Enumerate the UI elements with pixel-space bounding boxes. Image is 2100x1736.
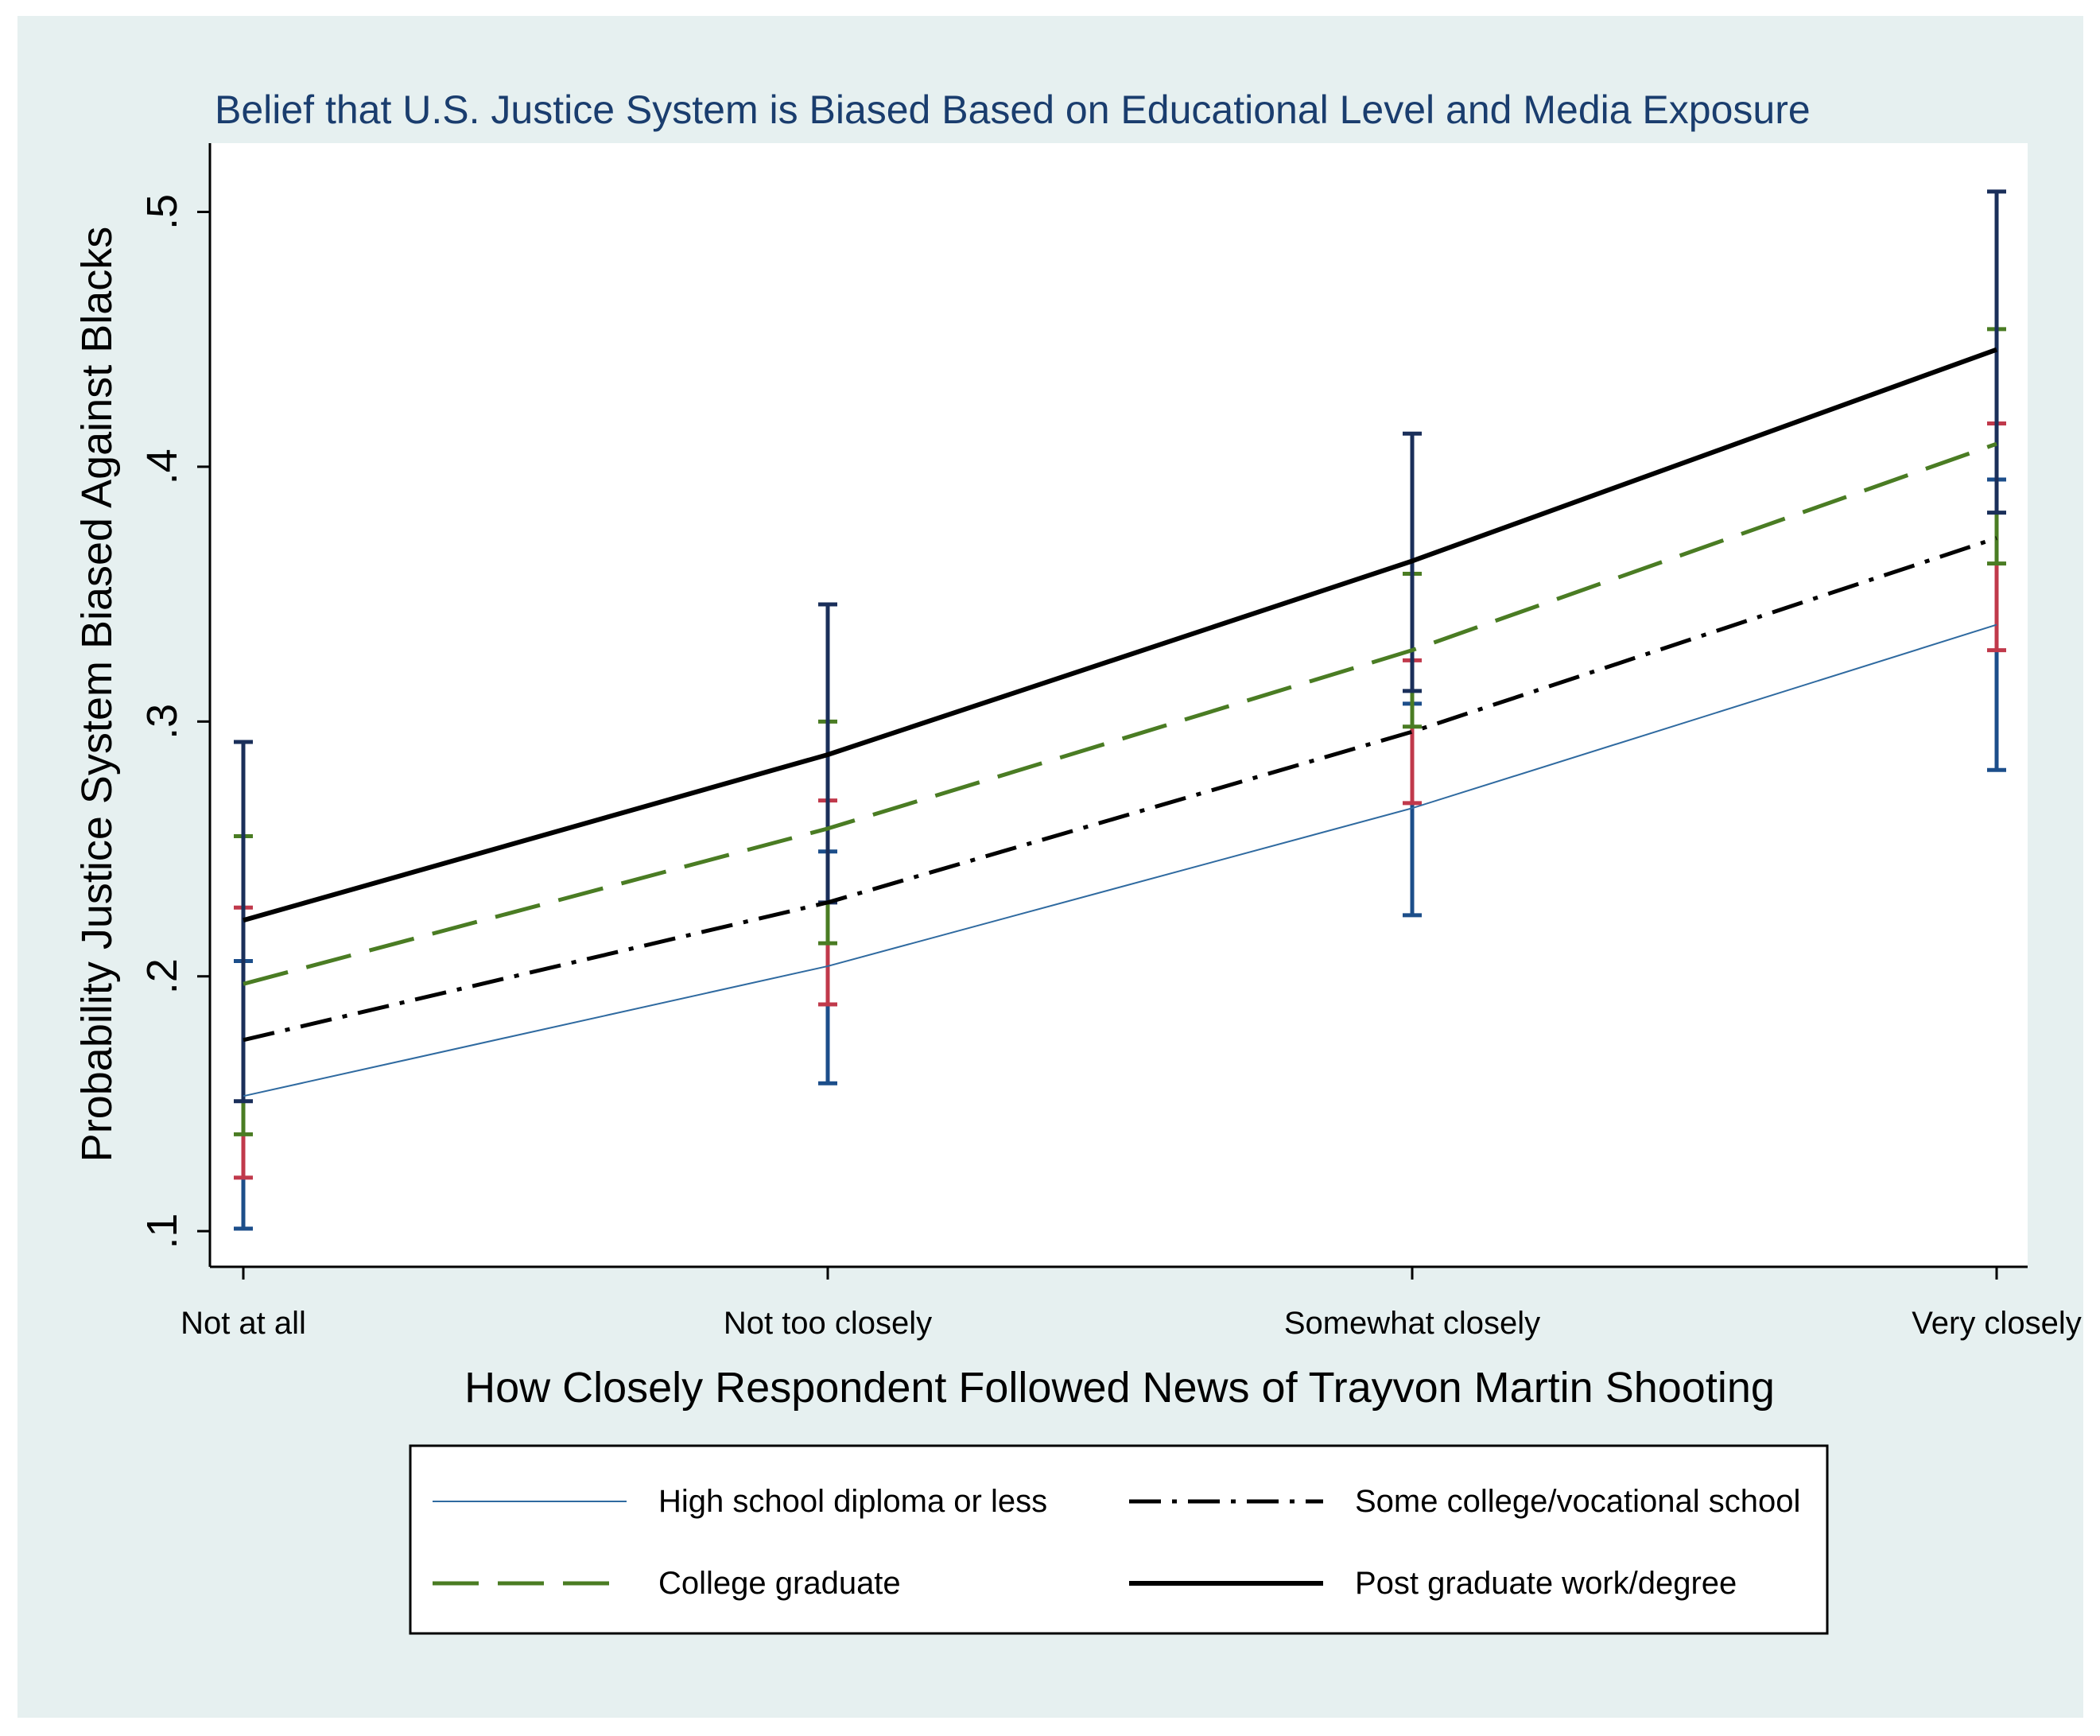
legend-label-high-school: High school diploma or less (658, 1484, 1047, 1519)
legend-label-some-college: Some college/vocational school (1355, 1484, 1800, 1519)
series-line-some-college (243, 536, 1997, 1043)
series-line-post-graduate (243, 347, 1998, 923)
y-tick-label: .3 (138, 704, 186, 740)
y-axis-ticks: .1 .2 .3 .4 .5 (138, 194, 210, 1249)
series-line-high-school (243, 623, 1997, 1097)
y-tick-label: .2 (138, 958, 186, 994)
x-tick-label: Very closely (1912, 1306, 2081, 1341)
x-tick-label: Not at all (180, 1306, 306, 1341)
legend-label-college-graduate: College graduate (658, 1566, 901, 1601)
plot-area (210, 143, 2028, 1267)
x-tick-label: Not too closely (724, 1306, 932, 1341)
chart-title: Belief that U.S. Justice System is Biase… (215, 87, 1811, 132)
x-axis-title: How Closely Respondent Followed News of … (464, 1364, 1775, 1412)
y-tick-label: .4 (138, 449, 186, 484)
x-axis-ticks: Not at all Not too closely Somewhat closel… (180, 1267, 2082, 1341)
legend-label-post-graduate: Post graduate work/degree (1355, 1566, 1737, 1601)
x-tick-label: Somewhat closely (1284, 1306, 1540, 1341)
legend: High school diploma or less Some college… (409, 1444, 1829, 1635)
chart-marks (234, 189, 2006, 1231)
series-line-college-graduate (243, 441, 1997, 986)
y-tick-label: .5 (138, 194, 186, 230)
legend-box (409, 1444, 1829, 1635)
y-tick-label: .1 (138, 1214, 186, 1249)
y-axis-title: Probability Justice System Biased Agains… (73, 227, 121, 1163)
